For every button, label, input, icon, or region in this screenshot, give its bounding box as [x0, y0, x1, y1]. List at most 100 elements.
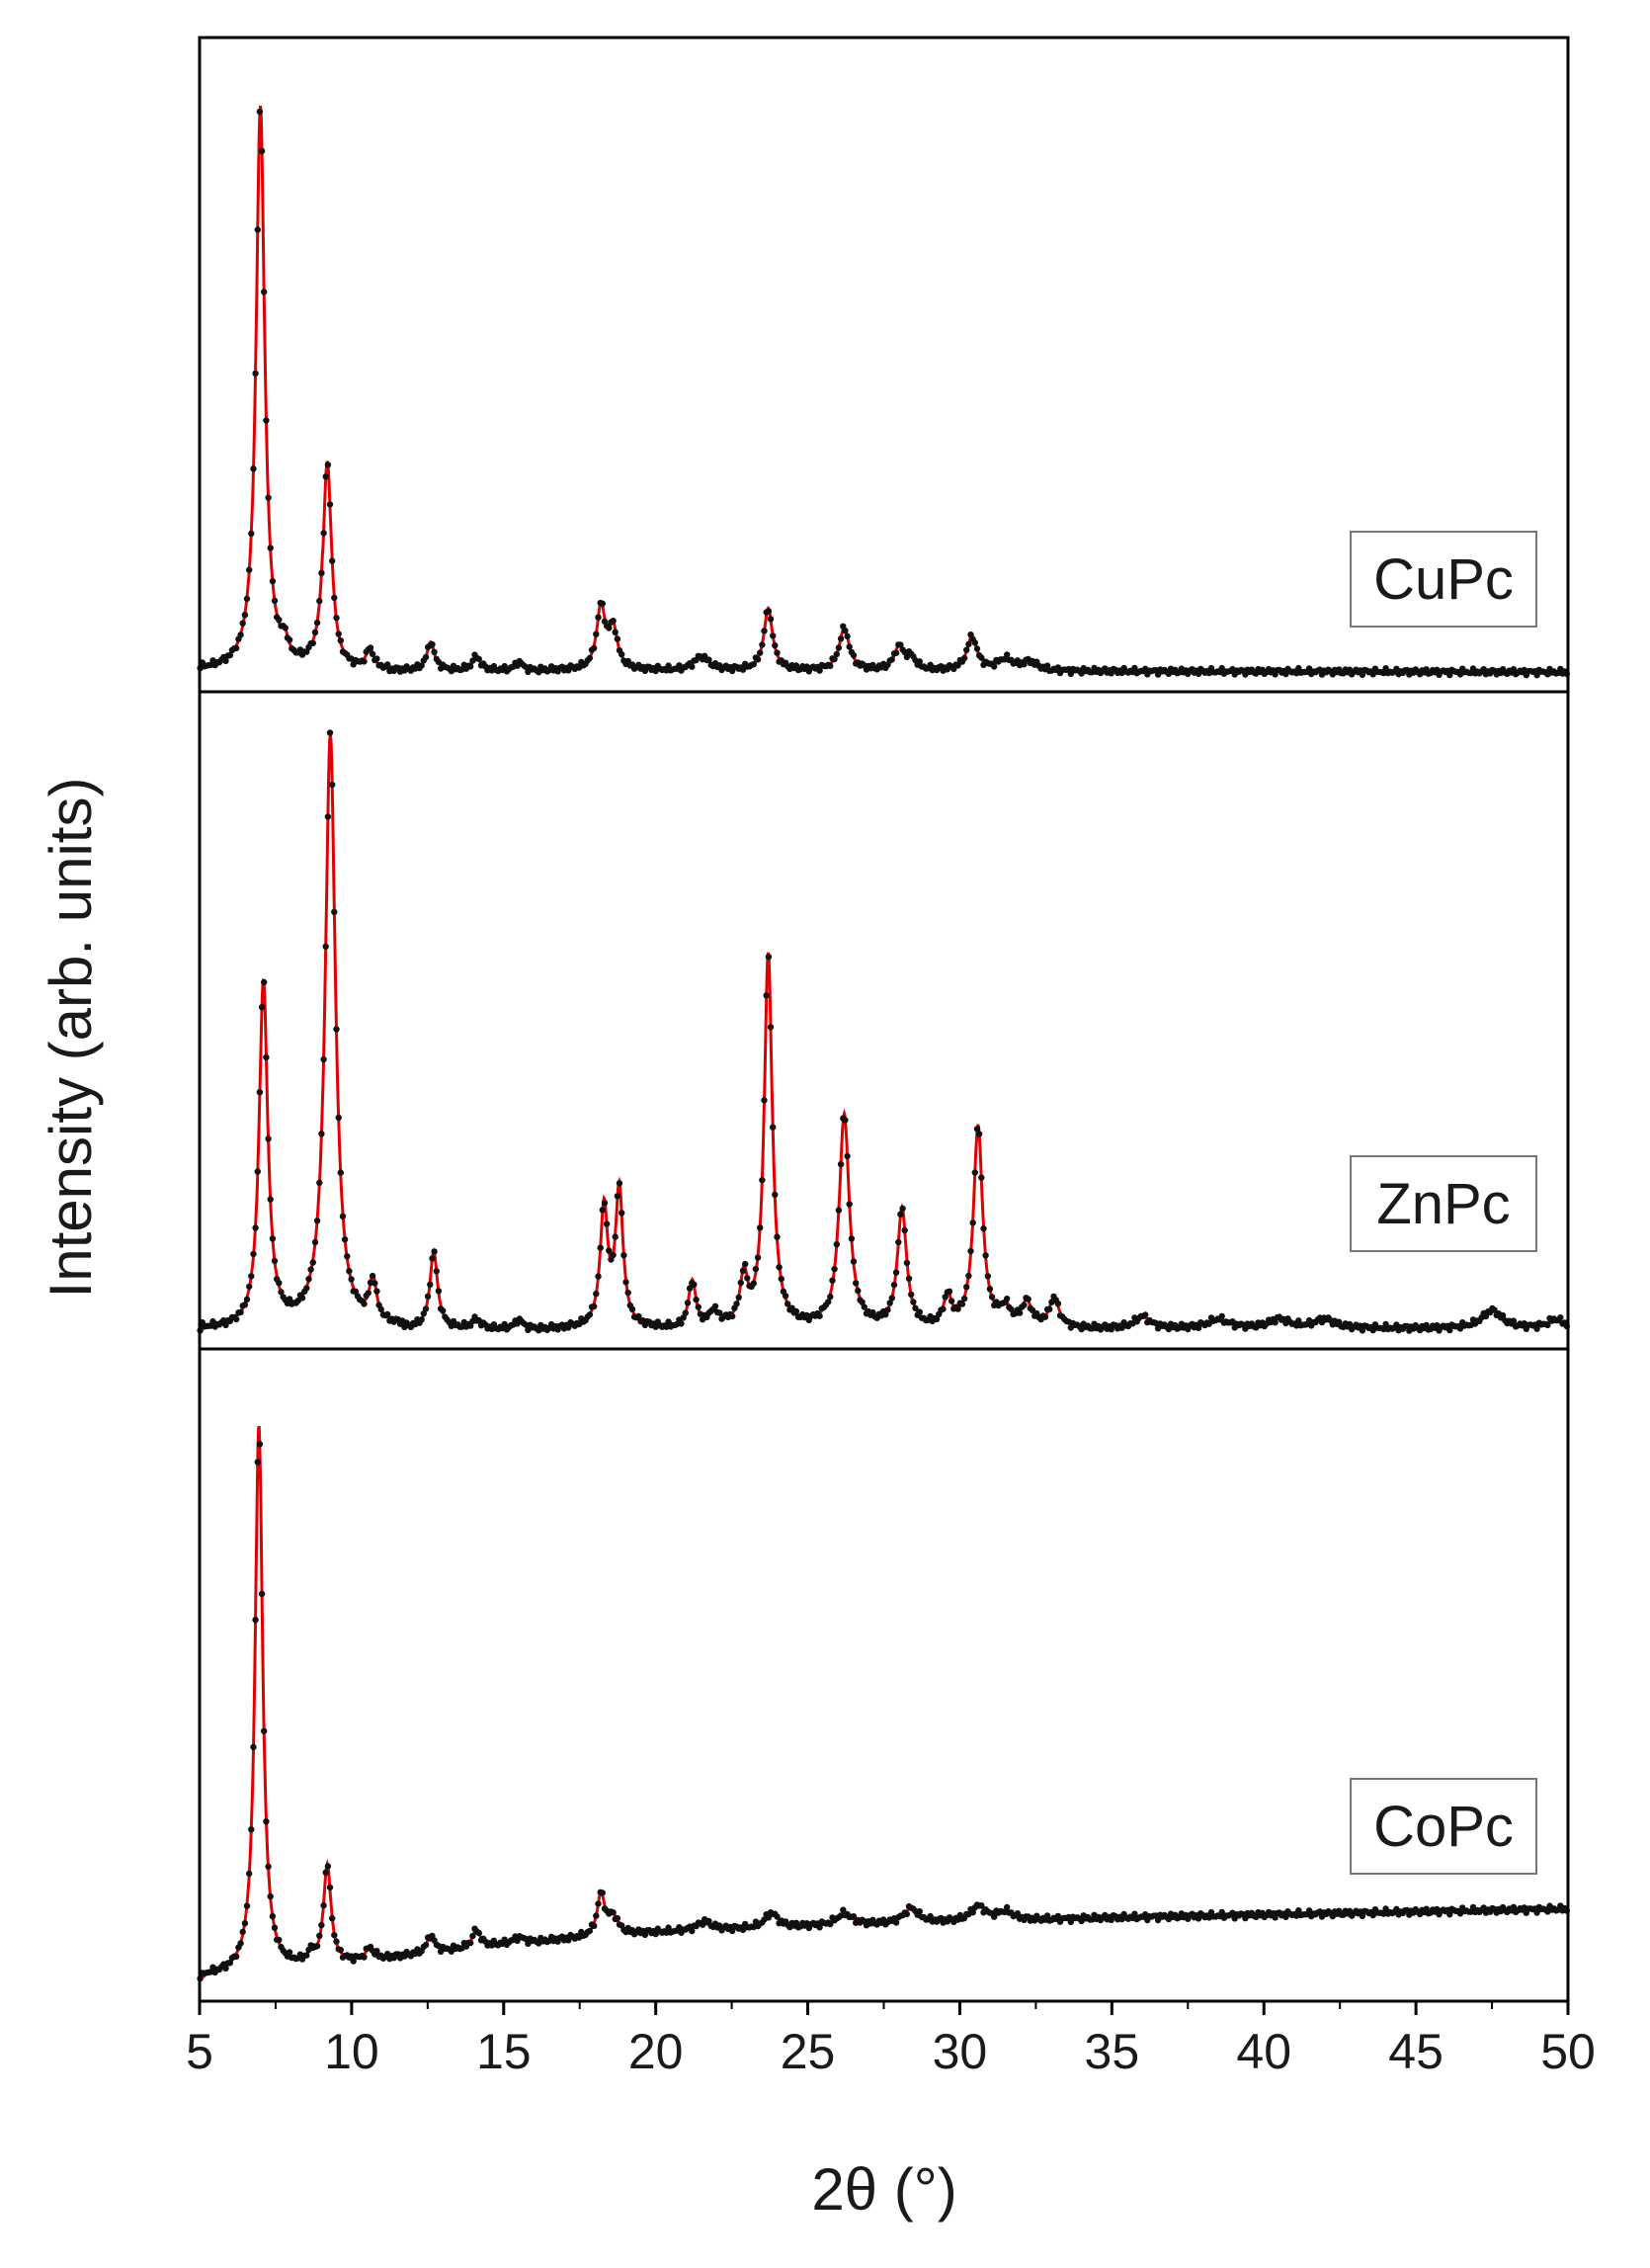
data-point	[960, 1295, 968, 1302]
data-point	[850, 651, 858, 659]
data-point	[337, 637, 344, 644]
fit-curve-copc	[199, 1425, 1568, 1978]
data-point	[991, 663, 998, 670]
data-point	[842, 628, 849, 634]
data-point	[333, 614, 340, 622]
data-point	[971, 1169, 978, 1176]
data-point	[855, 1287, 862, 1295]
data-point	[792, 1307, 800, 1315]
data-point	[329, 557, 336, 564]
data-point	[326, 729, 334, 736]
data-point	[595, 1273, 602, 1280]
data-point	[237, 631, 244, 638]
data-point	[903, 1259, 911, 1267]
panel-label-box	[1350, 1155, 1537, 1252]
data-point	[765, 608, 773, 615]
data-point	[1067, 1918, 1075, 1926]
data-point	[331, 1931, 338, 1939]
data-point	[1446, 1326, 1453, 1334]
data-point	[475, 655, 482, 663]
data-point	[250, 1250, 257, 1258]
data-point	[614, 635, 621, 642]
data-point	[986, 1286, 994, 1293]
panel-copc: CoPc	[197, 1425, 1571, 1982]
data-point	[309, 639, 316, 647]
data-point	[1446, 1911, 1453, 1918]
data-point	[705, 656, 712, 663]
data-point	[665, 1924, 672, 1931]
data-point	[1510, 1903, 1518, 1911]
data-point	[367, 644, 374, 651]
data-point	[233, 1315, 240, 1323]
data-point	[324, 813, 332, 820]
data-point	[765, 954, 773, 961]
data-point	[861, 1303, 867, 1310]
data-point	[335, 1114, 342, 1122]
data-point	[831, 655, 838, 663]
data-point	[835, 1207, 843, 1214]
data-point	[371, 1280, 378, 1287]
data-point	[903, 1910, 911, 1918]
data-point	[784, 1301, 791, 1307]
data-point	[320, 1055, 327, 1063]
data-point	[352, 1288, 360, 1296]
data-point	[373, 655, 380, 662]
data-point	[586, 1927, 594, 1935]
data-point	[250, 1743, 257, 1751]
data-point	[610, 618, 617, 625]
data-point	[333, 1938, 340, 1945]
data-point	[1295, 1907, 1302, 1914]
data-point	[686, 1285, 694, 1292]
data-point	[318, 569, 325, 576]
data-point	[827, 1294, 834, 1301]
data-point	[754, 1254, 762, 1261]
data-point	[286, 1949, 293, 1956]
data-point	[1359, 1912, 1366, 1920]
data-point	[610, 1251, 617, 1259]
data-point	[222, 657, 229, 664]
data-point	[475, 1929, 482, 1937]
data-point	[305, 1276, 312, 1283]
data-point	[757, 649, 764, 656]
data-point	[969, 1909, 976, 1916]
data-point	[246, 566, 253, 573]
data-point	[361, 1301, 368, 1307]
data-point	[1359, 1327, 1366, 1334]
data-point	[614, 1914, 621, 1922]
data-point	[565, 1324, 572, 1331]
data-point	[859, 1299, 866, 1305]
data-point	[269, 577, 277, 585]
data-point	[735, 1294, 742, 1302]
data-point	[850, 1913, 858, 1920]
data-point	[265, 1135, 272, 1142]
data-point	[739, 1267, 747, 1275]
data-point	[1004, 651, 1011, 658]
data-point	[1131, 664, 1138, 672]
panel-label-box	[1350, 1778, 1537, 1875]
data-point	[853, 1280, 860, 1287]
data-point	[1544, 1321, 1551, 1329]
data-point	[816, 1312, 823, 1319]
data-point	[318, 1131, 325, 1137]
data-point	[890, 1281, 898, 1289]
data-point	[369, 1272, 376, 1280]
data-point	[958, 1301, 966, 1307]
data-point	[835, 644, 843, 651]
x-tick-label: 35	[1085, 2024, 1140, 2079]
panel-label: ZnPc	[1376, 1172, 1510, 1236]
data-point	[842, 1117, 849, 1124]
data-point	[606, 1247, 613, 1254]
data-point	[1041, 1313, 1049, 1320]
data-point	[1025, 1296, 1031, 1302]
data-point	[729, 667, 736, 675]
data-point	[767, 1024, 775, 1031]
data-point	[326, 1884, 334, 1891]
data-point	[320, 530, 327, 537]
data-point	[278, 1289, 285, 1296]
data-point	[954, 1305, 961, 1312]
data-point	[678, 1320, 685, 1327]
data-point	[335, 630, 342, 637]
data-point	[265, 494, 272, 501]
data-point	[282, 625, 289, 631]
data-point	[313, 1218, 321, 1224]
